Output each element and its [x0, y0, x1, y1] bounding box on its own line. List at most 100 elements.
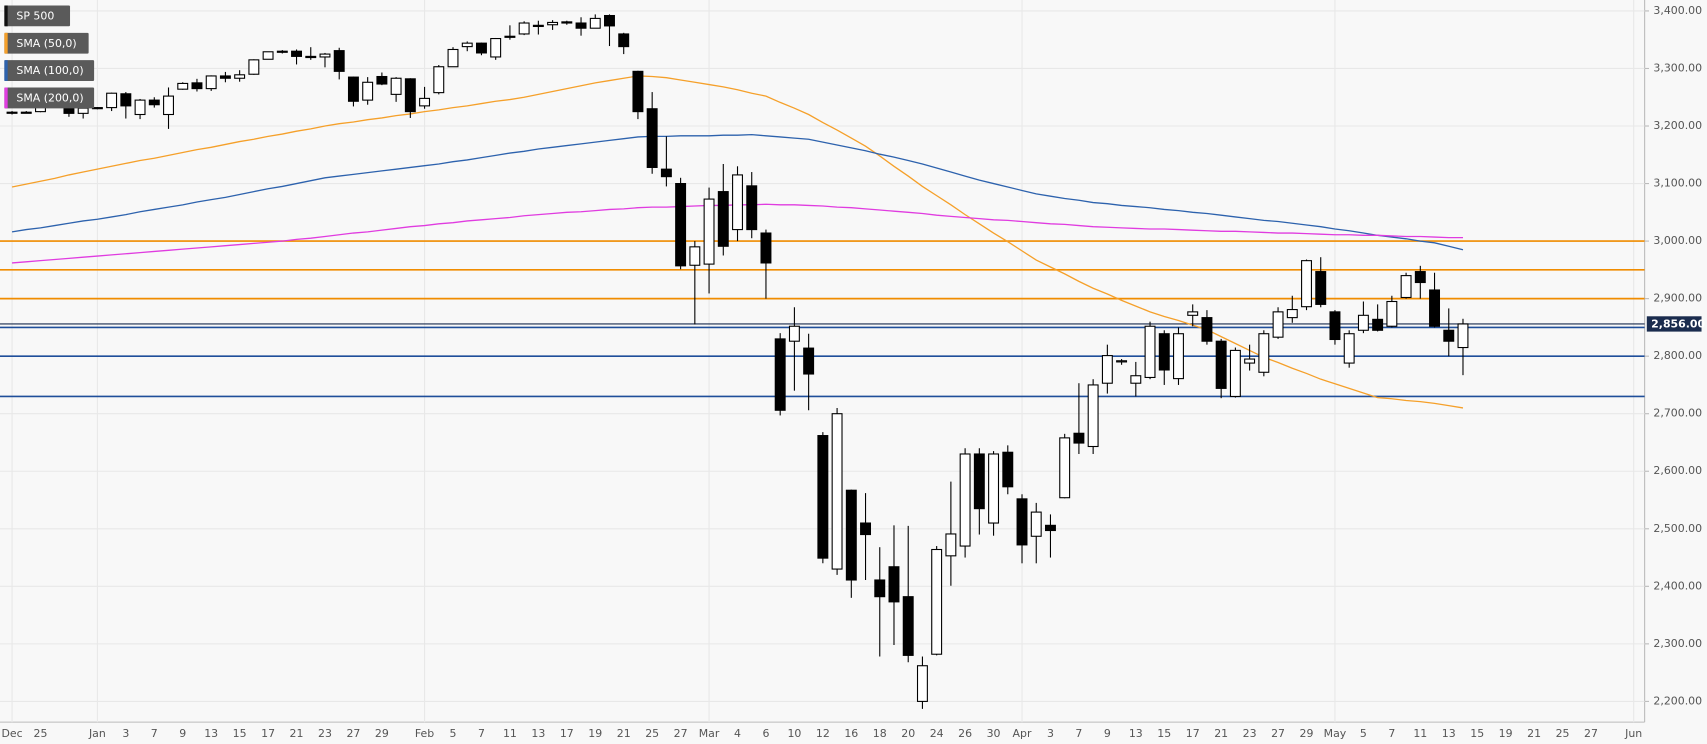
x-tick-label: 23	[318, 727, 332, 740]
candle-body	[1343, 333, 1355, 364]
candle-body	[1443, 329, 1455, 342]
x-tick-label: 15	[1470, 727, 1484, 740]
candle-body	[547, 21, 559, 26]
candle-body	[746, 185, 758, 231]
sma-line	[11, 133, 1464, 251]
candle-body	[675, 183, 687, 267]
candle-body	[1272, 311, 1284, 338]
y-tick-label: 3,100.00	[1653, 177, 1702, 190]
candle-body	[1044, 524, 1056, 532]
candle-body	[433, 66, 445, 94]
candle-body	[191, 82, 203, 90]
x-tick-label: 13	[1129, 727, 1143, 740]
candle-body	[774, 338, 786, 411]
candle-body	[788, 325, 800, 342]
candle-body	[1457, 323, 1469, 349]
price-tag	[1646, 316, 1702, 332]
y-tick-label: 3,200.00	[1653, 119, 1702, 132]
candle-body	[1144, 325, 1156, 379]
x-tick-label: 13	[1442, 727, 1456, 740]
candle-body	[177, 82, 189, 90]
candle-body	[561, 21, 573, 24]
candle-body	[959, 453, 971, 547]
candle-body	[902, 596, 914, 656]
x-tick-label: 29	[375, 727, 389, 740]
legend-label: SP 500	[16, 9, 54, 22]
candle-body	[77, 107, 89, 114]
x-tick-label: 27	[674, 727, 688, 740]
x-tick-label: 26	[958, 727, 972, 740]
candle-body	[234, 74, 246, 79]
price-tag-label: 2,856.00	[1651, 317, 1705, 330]
candle-body	[1215, 340, 1227, 389]
x-tick-label: 7	[1075, 727, 1082, 740]
candle-body	[390, 77, 402, 95]
candle-body	[1386, 300, 1398, 327]
candle-body	[646, 108, 658, 168]
candle-body	[404, 78, 416, 113]
x-tick-label: 7	[151, 727, 158, 740]
x-tick-label: Mar	[699, 727, 720, 740]
x-tick-label: 5	[1360, 727, 1367, 740]
candle-body	[1187, 311, 1199, 316]
x-tick-label: 17	[560, 727, 574, 740]
x-tick-label: 15	[1157, 727, 1171, 740]
candle-body	[106, 92, 118, 109]
candle-body	[1016, 498, 1028, 546]
x-tick-label: Jan	[88, 727, 106, 740]
y-tick-label: 2,600.00	[1653, 464, 1702, 477]
candle-body	[1400, 275, 1412, 299]
candle-body	[1030, 511, 1042, 537]
x-tick-label: 27	[346, 727, 360, 740]
candle-body	[1002, 451, 1014, 488]
candle-body	[589, 17, 601, 29]
candle-body	[1059, 437, 1071, 499]
candle-body	[1116, 360, 1128, 363]
x-tick-label: 12	[816, 727, 830, 740]
x-tick-label: 9	[1104, 727, 1111, 740]
y-tick-label: 2,700.00	[1653, 407, 1702, 420]
candle-body	[973, 453, 985, 510]
candle-body	[817, 435, 829, 559]
y-tick-label: 2,300.00	[1653, 637, 1702, 650]
candle-body	[205, 75, 217, 90]
candle-body	[1315, 271, 1327, 305]
legend-swatch	[4, 32, 8, 54]
candle-body	[333, 50, 345, 72]
x-tick-label: 25	[34, 727, 48, 740]
candle-body	[1073, 432, 1085, 444]
candle-body	[945, 533, 957, 557]
y-tick-label: 3,400.00	[1653, 4, 1702, 17]
candle-body	[760, 232, 772, 264]
candle-body	[1087, 384, 1099, 448]
candle-body	[518, 22, 530, 35]
legend-label: SMA (100,0)	[16, 64, 83, 77]
x-tick-label: 11	[1413, 727, 1427, 740]
candle-body	[248, 59, 260, 75]
x-tick-label: 25	[1556, 727, 1570, 740]
legend-swatch	[4, 5, 8, 27]
candle-body	[1429, 289, 1441, 327]
y-tick-label: 3,300.00	[1653, 61, 1702, 74]
x-tick-label: 30	[987, 727, 1001, 740]
plot	[0, 14, 1645, 709]
legend-label: SMA (200,0)	[16, 91, 83, 104]
x-tick-label: 7	[478, 727, 485, 740]
candle-body	[305, 55, 317, 59]
candle-body	[532, 24, 544, 28]
y-tick-label: 2,400.00	[1653, 579, 1702, 592]
x-tick-label: 27	[1271, 727, 1285, 740]
candle-body	[803, 347, 815, 375]
x-tick-label: 11	[503, 727, 517, 740]
legend-box	[4, 5, 71, 27]
x-tick-label: 17	[1186, 727, 1200, 740]
candle-body	[504, 35, 516, 38]
x-tick-label: Apr	[1013, 727, 1032, 740]
legend-swatch	[4, 87, 8, 109]
candle-body	[419, 97, 431, 107]
legend-box	[4, 87, 95, 109]
x-tick-label: 6	[762, 727, 769, 740]
x-tick-label: 16	[844, 727, 858, 740]
x-tick-label: 9	[179, 727, 186, 740]
